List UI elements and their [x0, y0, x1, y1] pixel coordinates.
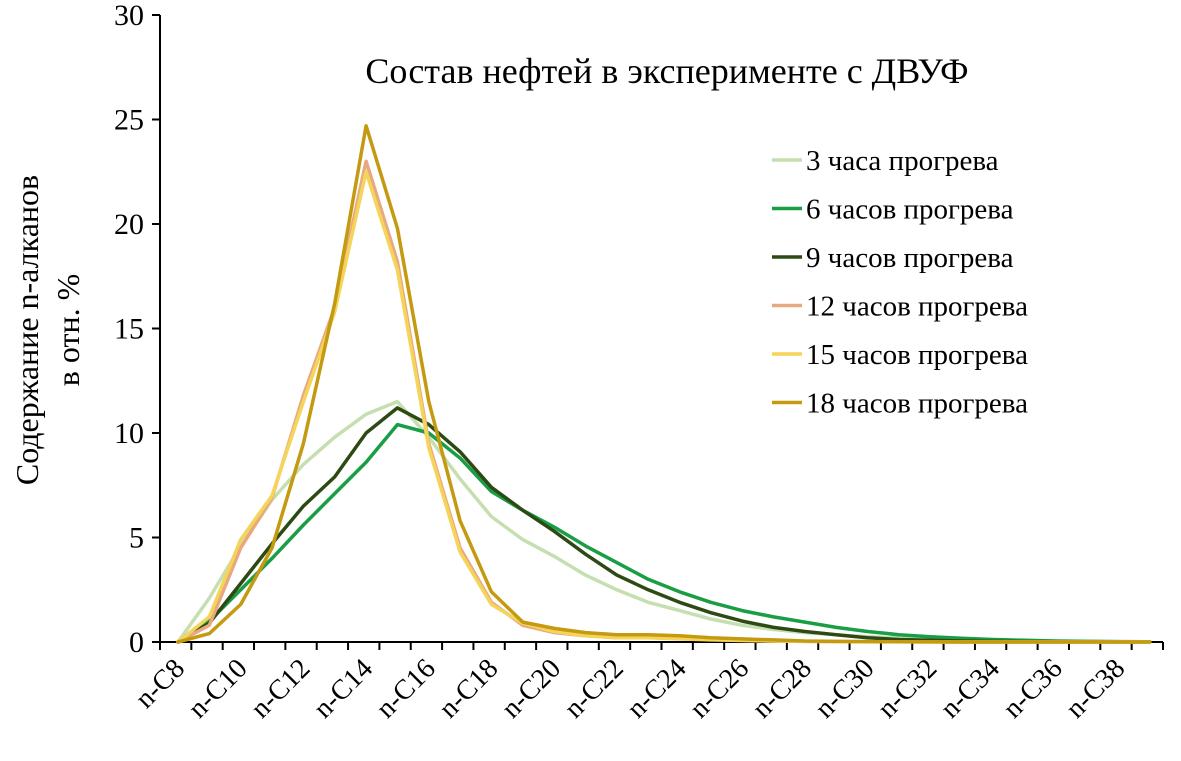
- x-tick-label: n-C8: [129, 653, 191, 715]
- x-tick-label: n-C34: [934, 653, 1005, 724]
- y-tick-label: 10: [114, 417, 144, 450]
- series-line-2: [176, 422, 1152, 644]
- x-tick-label: n-C10: [182, 653, 253, 724]
- y-tick-label: 5: [129, 522, 144, 555]
- x-tick-label: n-C30: [809, 653, 880, 724]
- series-line-6: [176, 124, 1152, 644]
- legend-label: 12 часов прогрева: [806, 291, 1028, 323]
- y-axis-label: Содержание n-алканов в отн. %: [9, 175, 86, 485]
- y-tick-label: 15: [114, 313, 144, 346]
- legend-label: 3 часа прогрева: [806, 145, 999, 177]
- x-tick-label: n-C28: [746, 653, 817, 724]
- x-tick-label: n-C22: [558, 653, 629, 724]
- series-line-1: [176, 399, 1152, 644]
- x-tick-label: n-C24: [621, 653, 692, 724]
- x-tick-label: n-C26: [684, 653, 755, 724]
- y-axis-label-line-2: в отн. %: [50, 274, 86, 386]
- y-tick-label: 25: [114, 104, 144, 137]
- legend-label: 18 часов прогрева: [806, 388, 1028, 420]
- x-tick-label: n-C18: [433, 653, 504, 724]
- legend-label: 15 часов прогрева: [806, 339, 1028, 371]
- y-axis-label-line-1: Содержание n-алканов: [9, 175, 45, 485]
- y-tick-label: 20: [114, 208, 144, 241]
- legend-label: 6 часов прогрева: [806, 194, 1014, 226]
- x-tick-label: n-C32: [872, 653, 943, 724]
- x-tick-label: n-C36: [997, 653, 1068, 724]
- legend: 3 часа прогрева 6 часов прогрева 9 часов п…: [772, 145, 1028, 420]
- x-tick-label: n-C16: [370, 653, 441, 724]
- series-layer: [176, 124, 1152, 644]
- y-tick-label: 0: [129, 626, 144, 659]
- x-tick-label: n-C20: [496, 653, 567, 724]
- y-tick-label: 30: [114, 0, 144, 32]
- legend-label: 9 часов прогрева: [806, 242, 1014, 274]
- x-tick-label: n-C38: [1060, 653, 1131, 724]
- x-tick-label: n-C14: [308, 653, 379, 724]
- chart-title: Состав нефтей в эксперименте с ДВУФ: [365, 51, 968, 91]
- x-tick-label: n-C12: [245, 653, 316, 724]
